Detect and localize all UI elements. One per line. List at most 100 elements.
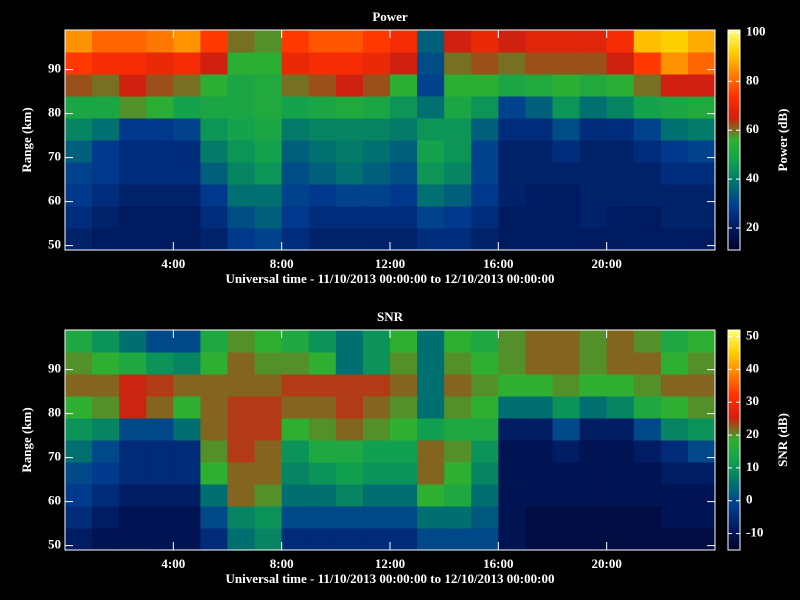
heatmap-cell bbox=[498, 74, 526, 97]
heatmap-cell bbox=[660, 206, 689, 229]
heatmap-cell bbox=[308, 162, 337, 185]
y-tick-label: 80 bbox=[48, 105, 61, 120]
heatmap-cell bbox=[660, 506, 689, 529]
heatmap-cell bbox=[173, 396, 201, 419]
heatmap-cell bbox=[687, 484, 716, 507]
heatmap-cell bbox=[552, 528, 581, 551]
colorbar-tick-label: -10 bbox=[746, 525, 763, 540]
heatmap-cell bbox=[362, 228, 391, 251]
y-tick-label: 50 bbox=[48, 237, 61, 252]
heatmap-cell bbox=[281, 396, 310, 419]
heatmap-cell bbox=[227, 528, 256, 551]
heatmap-cell bbox=[417, 30, 445, 53]
heatmap-cell bbox=[200, 74, 228, 97]
heatmap-cell bbox=[660, 30, 689, 53]
heatmap-cell bbox=[606, 374, 635, 397]
heatmap-cell bbox=[390, 484, 418, 507]
heatmap-cell bbox=[119, 462, 147, 485]
heatmap-cell bbox=[687, 206, 716, 229]
heatmap-cell bbox=[471, 52, 499, 75]
colorbar-tick-label: 10 bbox=[746, 459, 759, 474]
heatmap-cell bbox=[227, 228, 256, 251]
heatmap-cell bbox=[525, 184, 553, 207]
heatmap-cell bbox=[444, 418, 472, 441]
heatmap-cell bbox=[606, 52, 635, 75]
heatmap-cell bbox=[498, 30, 526, 53]
heatmap-cell bbox=[444, 440, 472, 463]
heatmap-cell bbox=[119, 418, 147, 441]
heatmap-cell bbox=[92, 228, 120, 251]
heatmap-cell bbox=[444, 52, 472, 75]
heatmap-cell bbox=[65, 462, 93, 485]
heatmap-cell bbox=[579, 352, 608, 375]
heatmap-cell bbox=[498, 462, 526, 485]
heatmap-cell bbox=[227, 206, 256, 229]
heatmap-cell bbox=[552, 418, 581, 441]
heatmap-cell bbox=[417, 52, 445, 75]
heatmap-cell bbox=[579, 162, 608, 185]
heatmap-cell bbox=[335, 206, 364, 229]
heatmap-cell bbox=[335, 228, 364, 251]
heatmap-cell bbox=[335, 140, 364, 163]
colorbar-tick-label: 40 bbox=[746, 170, 759, 185]
heatmap-cell bbox=[579, 118, 608, 141]
heatmap-cell bbox=[173, 184, 201, 207]
heatmap-cell bbox=[633, 52, 662, 75]
heatmap-cell bbox=[254, 52, 283, 75]
heatmap-cell bbox=[200, 140, 228, 163]
y-tick-label: 80 bbox=[48, 405, 61, 420]
heatmap-cell bbox=[173, 162, 201, 185]
heatmap-cell bbox=[146, 74, 174, 97]
heatmap-cell bbox=[390, 162, 418, 185]
heatmap-cell bbox=[552, 184, 581, 207]
heatmap-cell bbox=[660, 118, 689, 141]
heatmap-cell bbox=[390, 506, 418, 529]
heatmap-cell bbox=[606, 30, 635, 53]
heatmap-cell bbox=[227, 74, 256, 97]
heatmap-cell bbox=[525, 418, 553, 441]
heatmap-cell bbox=[119, 118, 147, 141]
heatmap-cell bbox=[281, 506, 310, 529]
heatmap-cell bbox=[146, 528, 174, 551]
heatmap-cell bbox=[579, 206, 608, 229]
heatmap-cell bbox=[281, 484, 310, 507]
heatmap-cell bbox=[362, 140, 391, 163]
heatmap-cell bbox=[200, 418, 228, 441]
heatmap-cell bbox=[606, 462, 635, 485]
heatmap-cell bbox=[417, 228, 445, 251]
heatmap-cell bbox=[281, 206, 310, 229]
heatmap-cell bbox=[92, 30, 120, 53]
heatmap-cell bbox=[444, 74, 472, 97]
heatmap-cell bbox=[687, 374, 716, 397]
heatmap-cell bbox=[173, 418, 201, 441]
heatmap-cell bbox=[335, 484, 364, 507]
heatmap-cell bbox=[173, 484, 201, 507]
heatmap-cell bbox=[525, 462, 553, 485]
heatmap-cell bbox=[308, 184, 337, 207]
heatmap-cell bbox=[498, 440, 526, 463]
heatmap-cell bbox=[92, 396, 120, 419]
heatmap-cell bbox=[687, 118, 716, 141]
heatmap-cell bbox=[335, 96, 364, 119]
heatmap-cell bbox=[660, 184, 689, 207]
heatmap-cell bbox=[444, 228, 472, 251]
y-tick-label: 50 bbox=[48, 537, 61, 552]
heatmap-cell bbox=[579, 330, 608, 353]
heatmap-cell bbox=[525, 140, 553, 163]
colorbar-tick-label: 20 bbox=[746, 219, 759, 234]
heatmap-cell bbox=[227, 30, 256, 53]
heatmap-cell bbox=[417, 74, 445, 97]
heatmap-cell bbox=[146, 228, 174, 251]
heatmap-cell bbox=[390, 52, 418, 75]
heatmap-cell bbox=[633, 118, 662, 141]
heatmap-cell bbox=[227, 140, 256, 163]
heatmap-cell bbox=[417, 140, 445, 163]
heatmap-cell bbox=[65, 140, 93, 163]
heatmap-cell bbox=[146, 374, 174, 397]
heatmap-cell bbox=[308, 440, 337, 463]
heatmap-cell bbox=[417, 162, 445, 185]
heatmap-cell bbox=[65, 396, 93, 419]
heatmap-cell bbox=[633, 462, 662, 485]
heatmap-cell bbox=[660, 352, 689, 375]
heatmap-cell bbox=[687, 30, 716, 53]
